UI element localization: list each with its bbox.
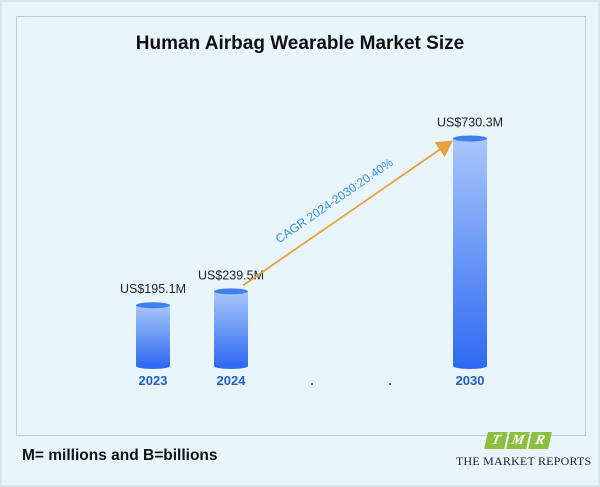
bar [214, 291, 248, 366]
x-tick-label: 2023 [139, 373, 168, 388]
bar-cap [136, 302, 170, 309]
bar [453, 138, 487, 366]
bar-cap [453, 135, 487, 142]
units-footnote: M= millions and B=billions [22, 447, 218, 464]
brand-logo: T M R THE MARKET REPORTS [452, 430, 592, 480]
x-tick-label: 2030 [456, 373, 485, 388]
logo-letter: M [506, 432, 530, 449]
data-label: US$195.1M [120, 282, 186, 296]
bar-cap [214, 288, 248, 295]
logo-letter: R [528, 432, 552, 449]
data-label: US$239.5M [198, 268, 264, 282]
chart-panel [16, 16, 586, 436]
bar [136, 305, 170, 366]
chart-title: Human Airbag Wearable Market Size [135, 33, 465, 54]
logo-letter-boxes: T M R [484, 432, 552, 449]
logo-wordmark: THE MARKET REPORTS [456, 454, 592, 468]
x-tick-label: . [388, 373, 392, 388]
logo-letter: T [484, 432, 508, 449]
bar-base [136, 363, 170, 369]
x-tick-label: 2024 [217, 373, 247, 388]
data-label: US$730.3M [437, 116, 503, 130]
cagr-arrow [242, 140, 453, 287]
bar-base [214, 363, 248, 369]
bar-base [453, 363, 487, 369]
cagr-annotation: CAGR 2024-2030:20.40% [273, 155, 396, 246]
x-tick-label: . [310, 373, 314, 388]
